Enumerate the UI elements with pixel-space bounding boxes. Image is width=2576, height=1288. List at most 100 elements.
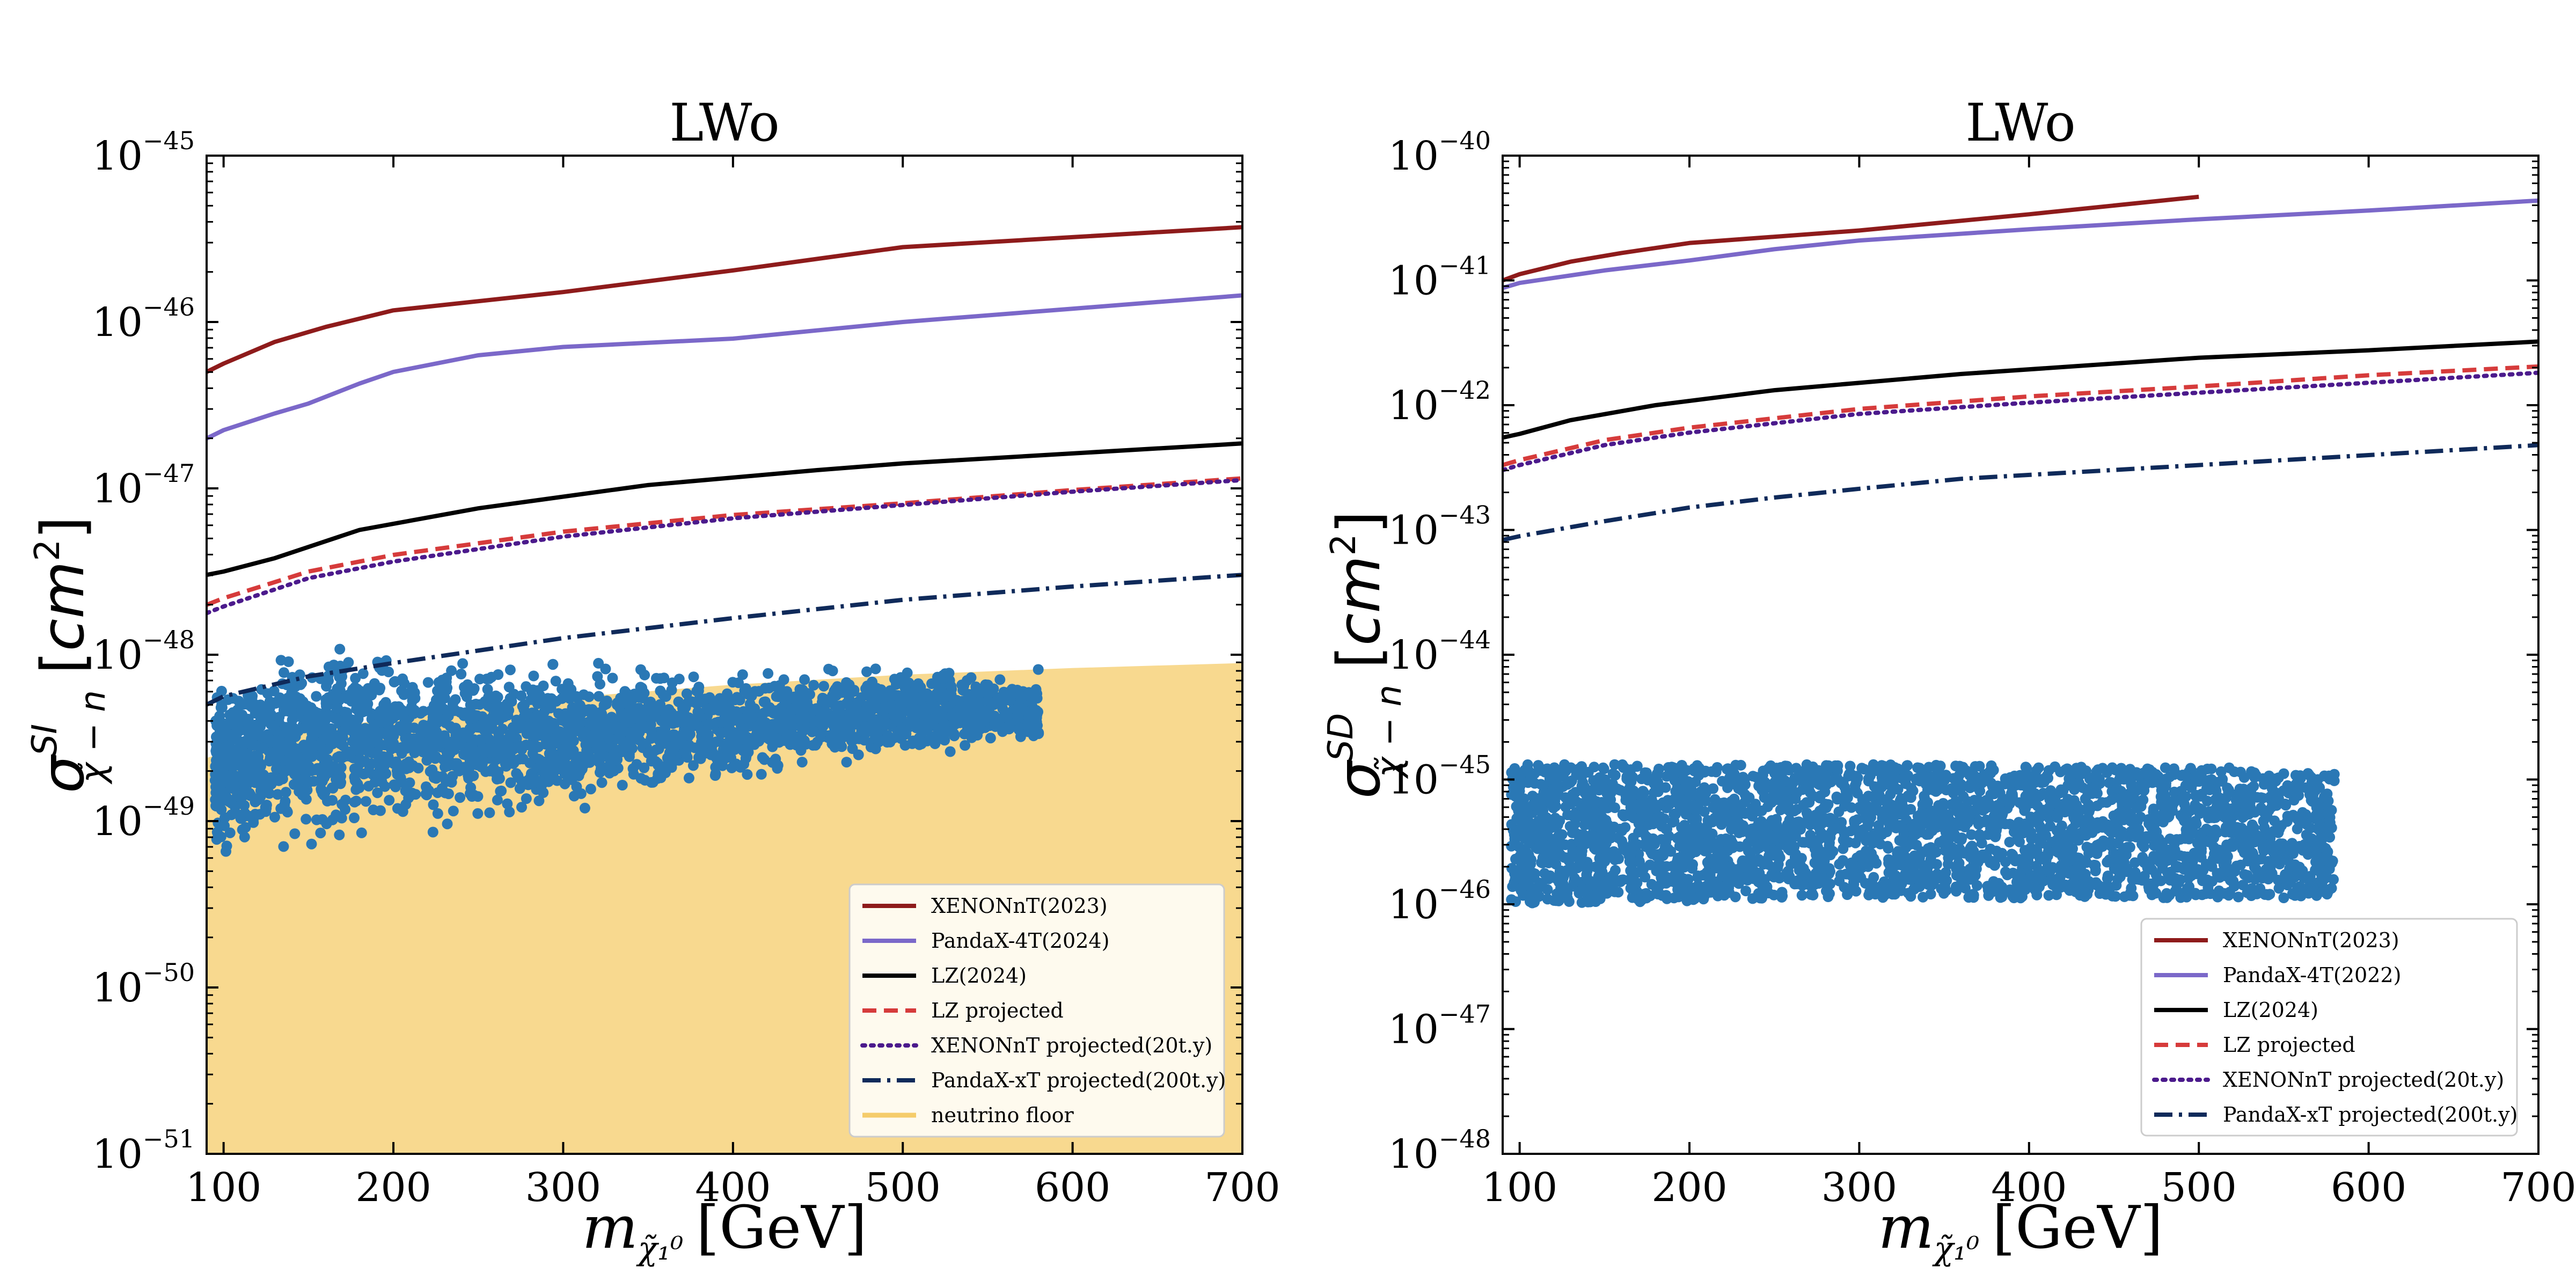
- scatter-point: [245, 735, 257, 746]
- scatter-point: [345, 746, 356, 757]
- scatter-point: [946, 711, 957, 722]
- scatter-point: [1023, 687, 1035, 698]
- scatter-point: [1960, 883, 1971, 894]
- scatter-point: [902, 667, 913, 678]
- scatter-point: [844, 728, 855, 740]
- scatter-point: [1733, 878, 1744, 889]
- scatter-point: [631, 759, 642, 770]
- scatter-point: [1678, 873, 1689, 884]
- chart-si-legend: XENONnT(2023)PandaX-4T(2024)LZ(2024)LZ p…: [848, 883, 1226, 1138]
- scatter-point: [762, 733, 773, 744]
- scatter-point: [337, 732, 348, 743]
- scatter-point: [2190, 800, 2201, 810]
- scatter-point: [1791, 875, 1803, 887]
- scatter-point: [372, 750, 383, 760]
- scatter-point: [375, 805, 386, 816]
- scatter-point: [971, 700, 982, 712]
- scatter-point: [349, 796, 360, 808]
- scatter-point: [927, 731, 938, 742]
- scatter-point: [829, 724, 840, 735]
- scatter-point: [521, 793, 532, 804]
- scatter-point: [785, 717, 796, 728]
- scatter-point: [495, 786, 506, 797]
- scatter-point: [484, 807, 495, 818]
- scatter-point: [746, 690, 757, 701]
- scatter-point: [256, 772, 267, 783]
- scatter-point: [1033, 706, 1043, 718]
- scatter-point: [502, 798, 513, 809]
- scatter-point: [2180, 804, 2191, 816]
- scatter-point: [274, 712, 285, 723]
- scatter-point: [219, 820, 230, 831]
- y-tick-label: 10−50: [92, 958, 195, 1011]
- scatter-point: [1558, 852, 1570, 863]
- scatter-point: [727, 677, 738, 688]
- scatter-point: [1730, 891, 1741, 903]
- scatter-point: [2045, 821, 2056, 832]
- scatter-point: [844, 712, 855, 723]
- scatter-point: [384, 795, 395, 806]
- scatter-point: [1750, 799, 1761, 810]
- scatter-point: [253, 757, 265, 768]
- scatter-point: [999, 706, 1010, 718]
- scatter-point: [277, 773, 288, 785]
- scatter-point: [403, 723, 414, 734]
- scatter-point: [233, 726, 245, 737]
- scatter-point: [320, 711, 331, 722]
- scatter-point: [781, 686, 793, 697]
- scatter-point: [564, 693, 575, 704]
- scatter-point: [219, 718, 230, 729]
- scatter-point: [560, 763, 572, 773]
- x-tick-label: 500: [865, 1165, 941, 1211]
- scatter-point: [2257, 773, 2268, 784]
- scatter-point: [297, 789, 308, 801]
- scatter-point: [1916, 846, 1927, 858]
- scatter-point: [601, 696, 612, 706]
- scatter-point: [462, 679, 473, 690]
- scatter-point: [646, 733, 657, 744]
- scatter-point: [687, 760, 699, 771]
- scatter-point: [861, 666, 872, 677]
- scatter-point: [568, 791, 580, 802]
- scatter-point: [570, 756, 582, 766]
- scatter-point: [409, 741, 421, 752]
- scatter-point: [408, 708, 420, 719]
- scatter-point: [516, 776, 528, 787]
- scatter-point: [413, 731, 425, 743]
- scatter-point: [757, 716, 769, 727]
- scatter-point: [1688, 831, 1700, 842]
- scatter-point: [390, 676, 401, 687]
- scatter-point: [397, 806, 408, 817]
- scatter-point: [1033, 664, 1044, 675]
- scatter-point: [1656, 821, 1667, 832]
- scatter-point: [423, 785, 435, 796]
- scatter-point: [440, 692, 450, 704]
- scatter-point: [667, 677, 678, 689]
- scatter-point: [306, 838, 317, 850]
- scatter-point: [331, 774, 341, 785]
- scatter-point: [2219, 811, 2230, 823]
- scatter-point: [859, 711, 870, 722]
- scatter-point: [960, 740, 971, 751]
- scatter-point: [547, 736, 558, 747]
- scatter-point: [417, 747, 428, 758]
- scatter-point: [502, 738, 513, 750]
- scatter-point: [222, 694, 233, 705]
- scatter-point: [939, 696, 950, 707]
- scatter-point: [301, 814, 312, 825]
- scatter-point: [1625, 865, 1636, 876]
- scatter-point: [1012, 711, 1023, 722]
- scatter-point: [2268, 825, 2279, 837]
- scatter-point: [691, 685, 702, 697]
- scatter-point: [246, 701, 257, 713]
- scatter-point: [949, 730, 960, 742]
- scatter-point: [391, 756, 402, 767]
- scatter-point: [1672, 884, 1684, 895]
- scatter-point: [357, 668, 369, 679]
- scatter-point: [645, 697, 656, 707]
- scatter-point: [2290, 770, 2301, 781]
- scatter-point: [243, 719, 254, 730]
- scatter-point: [283, 726, 295, 737]
- scatter-point: [1912, 762, 1923, 773]
- scatter-point: [621, 688, 632, 699]
